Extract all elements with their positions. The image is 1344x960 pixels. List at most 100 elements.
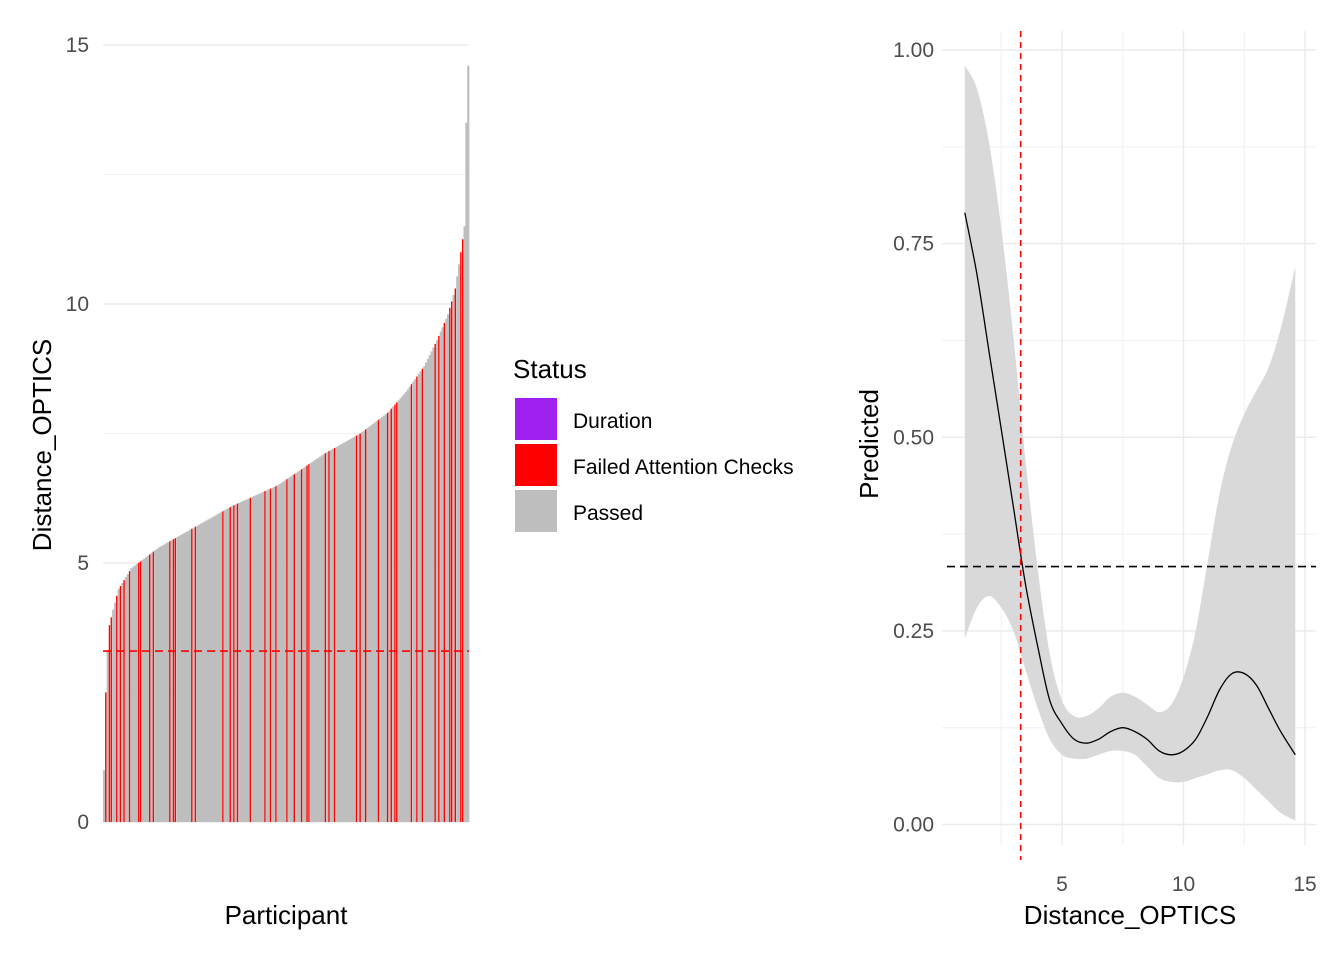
bar-passed	[335, 446, 338, 822]
bar-passed	[346, 440, 349, 822]
bar-passed	[196, 525, 199, 822]
bar-failed-attention	[249, 497, 252, 822]
bar-passed	[331, 449, 334, 822]
bar-failed-attention	[364, 429, 367, 822]
bar-passed	[178, 536, 181, 822]
bar-passed	[234, 504, 237, 822]
bar-passed	[176, 537, 179, 822]
bar-passed	[113, 602, 117, 822]
bar-passed	[203, 521, 206, 822]
bar-failed-attention	[461, 239, 464, 822]
bar-failed-attention	[454, 288, 457, 823]
bar-passed	[370, 425, 373, 822]
bar-passed	[145, 557, 148, 822]
bar-passed	[366, 427, 369, 822]
bar-passed	[329, 450, 333, 822]
confidence-ribbon	[964, 65, 1296, 821]
bar-passed	[170, 540, 173, 822]
bar-passed	[212, 516, 215, 822]
bar-passed	[187, 530, 190, 822]
bar-passed	[295, 472, 298, 822]
bar-passed	[161, 545, 164, 822]
bar-passed	[419, 371, 422, 822]
bar-passed	[287, 477, 291, 822]
bar-passed	[216, 514, 219, 822]
bar-passed	[214, 515, 217, 822]
bar-passed	[227, 508, 230, 822]
bar-passed	[350, 438, 353, 822]
bar-failed-attention	[169, 541, 171, 822]
legend-entries: Duration Failed Attention Checks Passed	[515, 398, 794, 532]
bar-failed-attention	[333, 448, 336, 822]
bar-passed	[117, 588, 120, 822]
bar-passed	[134, 565, 137, 822]
left-panel-bar-chart: 0 5 10 15 Participant Distance_OPTICS	[27, 34, 470, 930]
bar-passed	[447, 314, 450, 822]
bar-passed	[156, 548, 159, 822]
bar-passed	[207, 519, 210, 822]
bar-passed	[251, 496, 254, 822]
bar-failed-attention	[328, 451, 330, 822]
bar-passed	[273, 486, 276, 822]
bar-passed	[189, 529, 192, 822]
right-y-tick-label: 0.50	[893, 426, 934, 449]
bar-passed	[199, 523, 203, 822]
bar-passed	[342, 442, 345, 822]
bar-passed	[320, 455, 323, 822]
bar-passed	[379, 418, 382, 822]
bar-failed-attention	[108, 625, 111, 822]
legend-label: Failed Attention Checks	[573, 456, 794, 479]
bar-passed	[265, 490, 269, 822]
bar-passed	[247, 498, 250, 822]
bar-passed	[296, 471, 300, 822]
bar-failed-attention	[460, 252, 462, 822]
bar-passed	[112, 609, 115, 822]
bar-passed	[340, 443, 344, 822]
prediction-line	[964, 212, 1296, 756]
right-y-tick-label: 0.25	[893, 620, 934, 643]
left-y-tick-label: 15	[66, 34, 89, 57]
bar-failed-attention	[416, 376, 418, 822]
bar-passed	[103, 770, 106, 822]
bar-passed	[154, 550, 157, 822]
bar-passed	[318, 456, 322, 822]
right-y-tick-label: 0.75	[893, 233, 934, 256]
bar-failed-attention	[233, 505, 235, 822]
legend-swatch	[515, 490, 557, 532]
bar-passed	[326, 452, 329, 822]
left-y-axis-label: Distance_OPTICS	[27, 339, 57, 551]
bar-failed-attention	[194, 526, 197, 822]
bar-passed	[201, 522, 204, 822]
bar-failed-attention	[123, 580, 125, 822]
bar-failed-attention	[355, 435, 358, 822]
bar-passed	[150, 552, 153, 822]
bar-passed	[467, 65, 470, 823]
bar-passed	[291, 475, 294, 822]
right-x-tick-label: 10	[1172, 873, 1195, 896]
bar-passed	[417, 373, 420, 822]
bar-failed-attention	[421, 368, 424, 822]
bar-passed	[401, 396, 404, 822]
bar-passed	[253, 496, 256, 822]
bar-passed	[210, 517, 214, 822]
bar-passed	[425, 362, 428, 822]
bar-passed	[362, 430, 366, 822]
right-y-axis-label: Predicted	[854, 389, 884, 499]
bar-passed	[436, 340, 439, 822]
bar-passed	[278, 484, 281, 822]
left-y-tick-label: 10	[66, 293, 89, 316]
bar-failed-attention	[450, 301, 453, 822]
bar-failed-attention	[172, 539, 175, 822]
bar-passed	[181, 533, 184, 822]
bar-passed	[339, 444, 342, 822]
bar-passed	[242, 501, 245, 822]
bar-passed	[276, 485, 280, 822]
bar-passed	[243, 500, 247, 822]
bar-passed	[361, 432, 364, 822]
bar-passed	[375, 421, 378, 822]
bar-failed-attention	[152, 551, 155, 822]
bar-passed	[165, 543, 168, 822]
bar-failed-attention	[138, 562, 140, 822]
bar-passed	[280, 482, 283, 822]
